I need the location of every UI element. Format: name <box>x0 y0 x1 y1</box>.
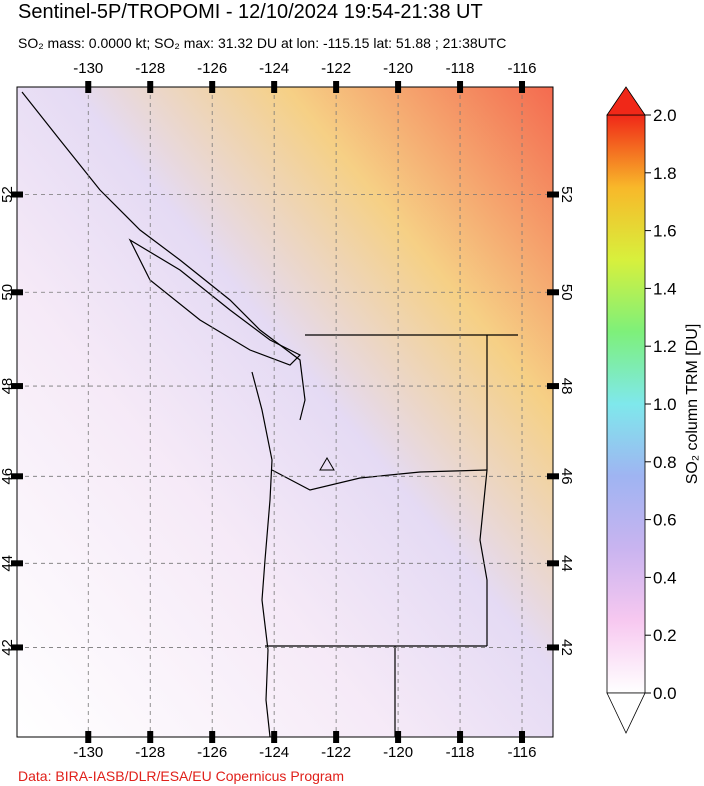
y-tick-label: 48 <box>558 378 575 395</box>
y-tick-label: 48 <box>0 378 16 395</box>
coastlines <box>21 91 518 737</box>
y-tick-label: 52 <box>558 186 575 203</box>
axes: -130 -130 -128 -128 -126 -126 -124 -124 -122 -122… <box>0 60 575 761</box>
colorbar-tick-label: 0.6 <box>653 511 677 530</box>
y-tick-label: 44 <box>558 555 575 572</box>
x-tick-label: -122 <box>321 744 351 761</box>
x-tick-label: -116 <box>508 744 537 761</box>
map-field <box>17 87 553 737</box>
coast-bc <box>21 91 306 421</box>
x-tick-label: -120 <box>383 744 413 761</box>
colorbar-tick-label: 0.2 <box>653 626 677 645</box>
colorbar-tick-label: 1.6 <box>653 222 677 241</box>
colorbar-tick-label: 1.0 <box>653 395 677 414</box>
y-tick-label: 42 <box>0 639 16 656</box>
colorbar-tick-label: 1.8 <box>653 164 677 183</box>
credit: Data: BIRA-IASB/DLR/ESA/EU Copernicus Pr… <box>18 768 344 784</box>
x-tick-label: -130 <box>73 60 103 77</box>
colorbar-bar <box>606 114 646 694</box>
title: Sentinel-5P/TROPOMI - 12/10/2024 19:54-2… <box>18 1 483 23</box>
colorbar-tick-label: 1.2 <box>653 337 677 356</box>
vancouver-island <box>128 238 302 366</box>
x-tick-label: -130 <box>73 744 103 761</box>
x-tick-label: -120 <box>383 60 413 77</box>
colorbar <box>606 86 646 734</box>
y-tick-label: 50 <box>0 284 16 301</box>
map-frame <box>16 86 554 738</box>
colorbar-tick-label: 0.0 <box>653 684 677 703</box>
colorbar-extend-max <box>606 86 646 116</box>
x-tick-label: -122 <box>321 60 351 77</box>
colorbar-label: SO₂ column TRM [DU] <box>684 324 701 485</box>
colorbar-tick-label: 0.4 <box>653 568 677 587</box>
coast-us <box>251 371 273 737</box>
y-tick-label: 50 <box>558 284 575 301</box>
colorbar-extend-min <box>606 692 646 734</box>
subtitle: SO₂ mass: 0.0000 kt; SO₂ max: 31.32 DU a… <box>18 35 506 51</box>
border-wa-or <box>271 469 488 491</box>
y-tick-label: 46 <box>0 468 16 485</box>
volcano-marker <box>319 457 335 471</box>
colorbar-tick-label: 1.4 <box>653 279 677 298</box>
background-field <box>17 87 553 737</box>
x-tick-label: -126 <box>197 60 227 77</box>
x-tick-label: -116 <box>508 60 537 77</box>
colorbar-tick-label: 2.0 <box>653 106 677 125</box>
y-tick-label: 44 <box>0 555 16 572</box>
colorbar-tick-label: 0.8 <box>653 453 677 472</box>
x-tick-label: -124 <box>259 744 289 761</box>
x-tick-label: -126 <box>197 744 227 761</box>
x-tick-label: -118 <box>446 60 475 77</box>
y-tick-label: 46 <box>558 468 575 485</box>
y-tick-label: 52 <box>0 186 16 203</box>
x-tick-label: -128 <box>135 744 165 761</box>
x-tick-label: -124 <box>259 60 289 77</box>
border-idaho <box>479 335 488 646</box>
x-tick-label: -118 <box>446 744 475 761</box>
x-tick-label: -128 <box>135 60 165 77</box>
y-tick-label: 42 <box>558 639 575 656</box>
